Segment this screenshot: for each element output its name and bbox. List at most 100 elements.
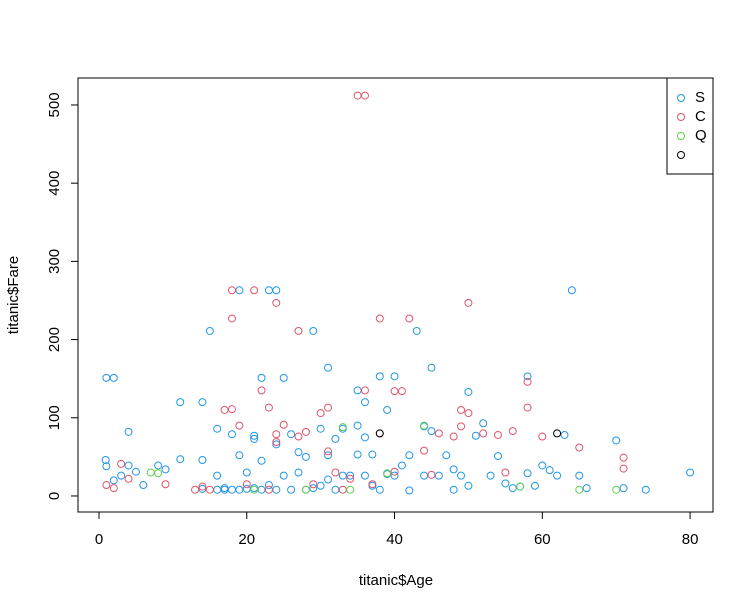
point [109, 373, 118, 382]
x-axis-label: titanic$Age [359, 572, 433, 589]
point [493, 452, 502, 461]
point [272, 430, 281, 439]
point [205, 326, 214, 335]
point [324, 403, 333, 412]
point [523, 372, 532, 381]
point [619, 453, 628, 462]
point [368, 481, 377, 490]
y-tick-label: 0 [46, 492, 63, 500]
point [538, 432, 547, 441]
point [442, 451, 451, 460]
point [272, 286, 281, 295]
point [309, 480, 318, 489]
legend-marker [677, 113, 685, 121]
point [264, 481, 273, 490]
point [227, 430, 236, 439]
point [390, 471, 399, 480]
point [287, 430, 296, 439]
point [198, 455, 207, 464]
point [523, 377, 532, 386]
point [501, 468, 510, 477]
point [338, 485, 347, 494]
point [257, 373, 266, 382]
point [338, 471, 347, 480]
point [360, 386, 369, 395]
point [287, 485, 296, 494]
point [257, 456, 266, 465]
point [612, 485, 621, 494]
point [464, 409, 473, 418]
point [486, 471, 495, 480]
point [516, 482, 525, 491]
point [213, 471, 222, 480]
point [316, 481, 325, 490]
point [301, 452, 310, 461]
point [368, 480, 377, 489]
point [508, 484, 517, 493]
point [567, 286, 576, 295]
point [109, 476, 118, 485]
point [279, 420, 288, 429]
point [464, 298, 473, 307]
point [353, 450, 362, 459]
point [117, 459, 126, 468]
point [331, 434, 340, 443]
point [405, 451, 414, 460]
point [257, 485, 266, 494]
legend-label: C [695, 108, 706, 125]
point [294, 432, 303, 441]
point [427, 363, 436, 372]
point [331, 485, 340, 494]
point [545, 466, 554, 475]
point [117, 471, 126, 480]
point [383, 405, 392, 414]
point [434, 471, 443, 480]
point [434, 429, 443, 438]
point [493, 430, 502, 439]
point [457, 471, 466, 480]
point [227, 286, 236, 295]
point [242, 480, 251, 489]
point [154, 461, 163, 470]
point [220, 405, 229, 414]
x-tick-label: 60 [534, 531, 551, 548]
point [420, 471, 429, 480]
point [383, 469, 392, 478]
point [264, 286, 273, 295]
point [427, 470, 436, 479]
point [324, 447, 333, 456]
point [154, 469, 163, 478]
point [227, 485, 236, 494]
point [235, 421, 244, 430]
legend-marker [677, 94, 685, 102]
point [641, 485, 650, 494]
y-tick-label: 400 [46, 171, 63, 196]
point [124, 474, 133, 483]
point [375, 429, 384, 438]
point [575, 485, 584, 494]
point [560, 430, 569, 439]
point [457, 405, 466, 414]
point [102, 481, 111, 490]
point [198, 398, 207, 407]
point [272, 438, 281, 447]
point [420, 446, 429, 455]
point [449, 485, 458, 494]
point [227, 314, 236, 323]
point [390, 467, 399, 476]
point [420, 421, 429, 430]
point [102, 373, 111, 382]
point [353, 421, 362, 430]
point [449, 432, 458, 441]
point [582, 484, 591, 493]
point [346, 474, 355, 483]
point [309, 326, 318, 335]
point [124, 427, 133, 436]
point [390, 387, 399, 396]
point [538, 461, 547, 470]
point [279, 373, 288, 382]
legend-label: S [695, 89, 705, 106]
x-tick-label: 20 [238, 531, 255, 548]
